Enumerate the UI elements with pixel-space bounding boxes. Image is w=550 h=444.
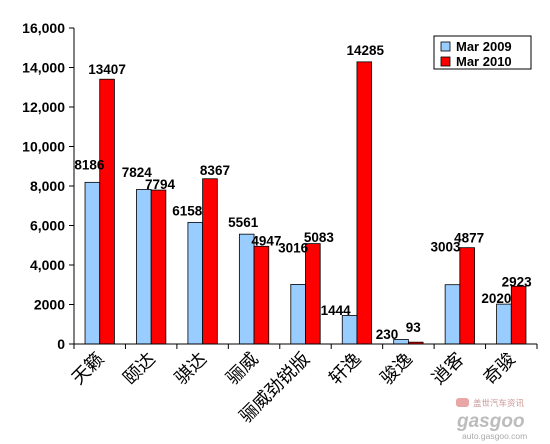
bar-mar-2009-3 [238,233,255,345]
legend-label-mar-2010: Mar 2010 [456,54,512,69]
y-tick-label-2: 4,000 [30,257,65,273]
bar-mar-2010-2 [202,178,218,345]
bar-mar-2010-4 [305,243,321,345]
y-tick-label-4: 8,000 [30,178,65,194]
y-tick-label-3: 6,000 [30,218,65,234]
watermark-url: auto.gasgoo.com [462,431,527,441]
bar-mar-2009-4 [290,284,306,345]
data-label-mar-2010-5: 14285 [347,43,385,58]
bar-mar-2009-2 [187,221,204,345]
bar-mar-2009-7 [444,284,461,345]
data-label-mar-2009-3: 5561 [228,215,259,230]
data-label-mar-2010-3: 4947 [251,233,281,248]
data-label-mar-2010-7: 4877 [454,231,484,246]
data-label-mar-2009-1: 7824 [122,165,153,180]
y-tick-label-1: 2000 [34,297,65,313]
data-label-mar-2009-8: 2020 [481,291,511,306]
data-labels-group: 8186 7824 6158 5561 3016 1444 230 3003 2020 13407… [74,43,532,342]
y-tick-label-6: 12,000 [22,99,65,115]
bar-mar-2010-3 [253,245,270,345]
bars-group [84,61,527,345]
data-label-mar-2009-7: 3003 [430,240,461,255]
y-tick-label-0: 0 [57,336,65,352]
bar-mar-2009-8 [496,303,512,345]
data-label-mar-2010-6: 93 [406,320,422,335]
data-label-mar-2010-1: 7794 [145,177,176,192]
watermark: 盖世汽车资讯 gasgoo auto.gasgoo.com [456,398,527,441]
bar-mar-2010-8 [510,285,527,345]
data-label-mar-2009-6: 230 [376,327,399,342]
bar-mar-2009-0 [84,181,101,345]
y-tick-label-5: 10,000 [22,139,65,155]
bar-mar-2009-1 [136,189,152,345]
legend-label-mar-2009: Mar 2009 [456,39,512,54]
watermark-tagline: 盖世汽车资讯 [473,398,525,409]
bar-mar-2010-7 [459,247,475,345]
data-label-mar-2009-2: 6158 [172,203,203,218]
legend-swatch-mar-2010 [440,56,451,67]
data-label-mar-2010-2: 8367 [200,163,230,178]
watermark-emblem-icon [456,398,469,407]
y-tick-label-7: 14,000 [22,60,65,76]
data-label-mar-2010-0: 13407 [88,62,126,77]
watermark-logo: gasgoo [456,411,525,432]
bar-mar-2010-1 [150,189,167,345]
data-label-mar-2009-0: 8186 [74,157,105,172]
data-label-mar-2010-4: 5083 [304,230,335,245]
data-label-mar-2009-4: 3016 [278,240,309,255]
bar-mar-2010-0 [99,78,115,345]
y-axis-group: 0 2000 4,000 6,000 8,000 10,000 12,000 14,000 16… [22,20,75,352]
data-label-mar-2009-5: 1444 [321,303,352,318]
y-tick-label-8: 16,000 [22,20,65,36]
bar-mar-2010-5 [356,61,373,345]
bar-mar-2009-5 [341,315,358,345]
legend-swatch-mar-2009 [440,41,451,52]
data-label-mar-2010-8: 2923 [502,274,533,289]
